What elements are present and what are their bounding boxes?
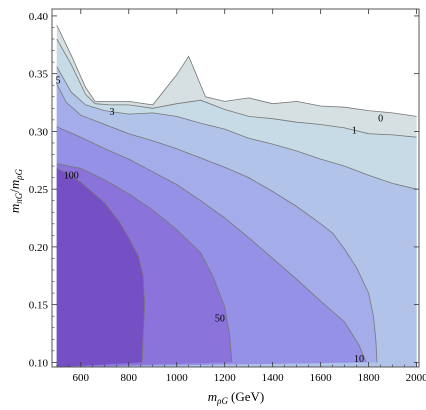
contour-label-100: 100 [64, 170, 79, 181]
y-tick-label: 0.35 [29, 69, 49, 81]
x-tick-label: 1800 [358, 372, 381, 384]
x-axis-title: mρG (GeV) [208, 389, 264, 406]
x-tick-label: 1000 [166, 372, 189, 384]
contour-region-100 [56, 168, 145, 367]
y-tick-label: 0.10 [29, 357, 49, 369]
contour-label-0: 0 [378, 114, 383, 125]
contour-lines [56, 25, 417, 363]
x-tick-label: 1600 [310, 372, 333, 384]
contour-label-10: 10 [354, 354, 364, 365]
y-tick-label: 0.40 [29, 11, 49, 23]
contour-line-10 [56, 126, 367, 363]
x-axis: 600 800 1000 1200 1400 1600 1800 2000 [56, 9, 426, 384]
contour-label-5: 5 [55, 76, 60, 87]
y-axis: 0.10 0.15 0.20 0.25 0.30 0.35 0.40 [29, 11, 419, 369]
y-axis-title: mπG/mρG [7, 168, 24, 213]
plot-frame [51, 8, 420, 368]
x-tick-label: 800 [121, 372, 138, 384]
contour-line-50 [56, 163, 233, 363]
y-tick-label: 0.20 [29, 242, 49, 254]
contour-label-50: 50 [215, 313, 225, 324]
contour-line-5 [56, 83, 378, 363]
x-tick-label: 1200 [214, 372, 237, 384]
y-tick-label: 0.15 [29, 300, 49, 312]
contour-regions [52, 9, 419, 367]
contour-line-3 [56, 66, 417, 190]
contour-line-100 [56, 168, 146, 363]
y-tick-label: 0.25 [29, 184, 49, 196]
x-tick-label: 600 [73, 372, 90, 384]
contour-line-0 [56, 25, 417, 117]
contour-line-1 [56, 38, 417, 138]
contour-label-1: 1 [352, 125, 357, 136]
x-tick-label: 2000 [406, 372, 426, 384]
contour-labels: 0 1 3 5 10 50 100 [55, 76, 383, 365]
contour-label-3: 3 [109, 107, 114, 118]
y-tick-label: 0.30 [29, 126, 49, 138]
x-tick-label: 1400 [262, 372, 285, 384]
